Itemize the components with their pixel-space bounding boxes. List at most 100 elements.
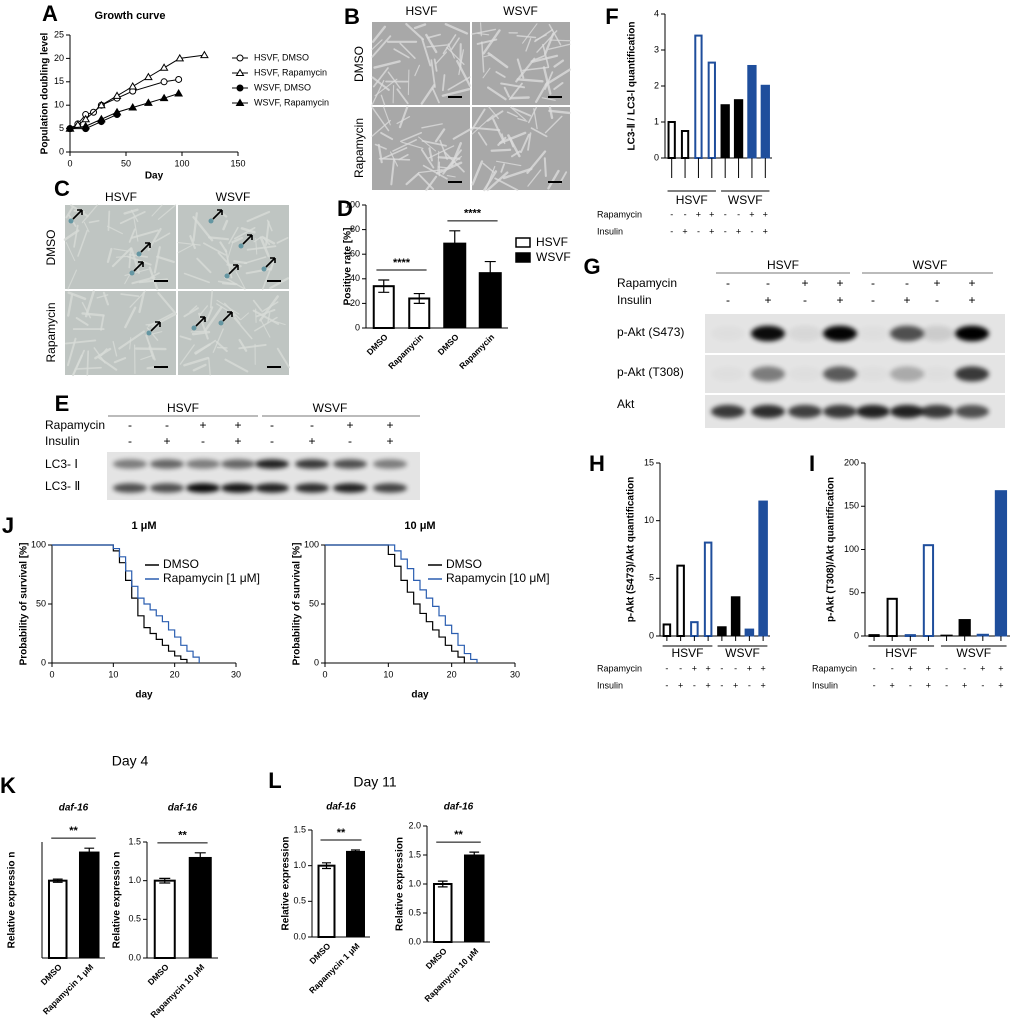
cell: [74, 366, 102, 370]
cell: [533, 108, 538, 130]
y-axis-label: p-Akt (S473)/Akt quantification: [626, 477, 637, 623]
cell: [65, 205, 74, 219]
cell: [543, 32, 555, 56]
cell: [198, 312, 209, 340]
bar: [976, 633, 989, 637]
condition-mark: -: [720, 663, 723, 673]
cell: [488, 106, 499, 120]
legend-marker: [235, 68, 245, 76]
condition-label: Rapamycin: [45, 418, 105, 432]
panel-letter: F: [605, 4, 618, 29]
chart-title: 1 μM: [131, 520, 156, 532]
cell: [490, 148, 512, 152]
cell: [67, 269, 78, 290]
marker: [128, 103, 138, 111]
cell: [204, 306, 223, 332]
cell: [157, 204, 177, 220]
band: [255, 483, 289, 493]
cell: [183, 307, 199, 318]
legend-marker: [236, 84, 244, 92]
cell: [238, 343, 267, 350]
cell: [276, 236, 289, 244]
y-tick-label: 0.0: [128, 952, 141, 962]
cell: [439, 139, 448, 160]
y-tick-label: 0.0: [408, 936, 421, 946]
cell: [477, 131, 488, 146]
x-tick-label: DMSO: [146, 962, 171, 987]
arrow: [228, 264, 239, 275]
significance-label: **: [178, 830, 187, 842]
condition-mark: +: [696, 209, 701, 219]
cell: [547, 169, 560, 190]
cell: [146, 327, 159, 341]
cell: [531, 54, 559, 63]
cell: [192, 215, 214, 242]
significance-label: **: [69, 825, 78, 837]
cell: [123, 208, 139, 215]
cell: [446, 175, 456, 178]
cell: [209, 290, 214, 309]
cell: [543, 157, 547, 177]
cell: [179, 344, 195, 365]
series-line: [70, 114, 118, 130]
cell: [194, 343, 211, 355]
y-tick-label: 0: [854, 630, 859, 640]
column-label: WSVF: [503, 4, 538, 18]
arrow: [222, 311, 233, 322]
row-label: DMSO: [44, 230, 58, 266]
band: [373, 459, 407, 469]
significance-label: ****: [464, 208, 482, 220]
panel-letter: B: [344, 4, 360, 29]
marker: [175, 53, 185, 62]
x-tick-label: DMSO: [39, 962, 64, 987]
x-tick-label: 50: [121, 158, 131, 168]
cell: [477, 32, 490, 36]
y-tick-label: 0: [654, 152, 659, 162]
error-bar: [194, 852, 206, 863]
condition-mark: +: [308, 434, 315, 448]
x-tick-label: DMSO: [424, 946, 449, 971]
cell: [191, 330, 211, 336]
cell: [131, 276, 156, 285]
band: [856, 366, 890, 381]
cell: [124, 274, 131, 285]
bar: [676, 564, 685, 637]
cell: [392, 139, 418, 152]
marker: [160, 78, 168, 86]
cell: [124, 306, 137, 329]
cell: [420, 148, 435, 169]
condition-mark: +: [903, 293, 910, 307]
condition-mark: +: [199, 418, 206, 432]
x-tick-label: 0: [322, 669, 327, 679]
band: [113, 483, 147, 493]
y-tick-label: 3: [654, 44, 659, 54]
y-tick-label: 1: [654, 116, 659, 126]
condition-mark: +: [962, 680, 967, 690]
y-tick-label: 20: [350, 298, 360, 308]
cell: [509, 96, 530, 100]
condition-label: Insulin: [617, 293, 652, 307]
cell: [243, 256, 267, 265]
bar: [868, 634, 880, 638]
cell: [471, 114, 494, 135]
band: [373, 483, 407, 493]
y-tick-label: 1.0: [293, 860, 306, 870]
cell: [525, 38, 532, 52]
band: [255, 459, 289, 469]
condition-mark: +: [692, 663, 697, 673]
marker: [144, 98, 153, 106]
cell: [506, 111, 518, 118]
column-label: WSVF: [216, 190, 251, 204]
cell: [255, 237, 258, 255]
y-axis-label: p-Akt (T308)/Akt quantification: [826, 477, 837, 622]
cell: [516, 35, 537, 39]
x-axis-label: day: [135, 690, 153, 701]
condition-mark: -: [720, 680, 723, 690]
chart-title: daf-16: [59, 803, 89, 814]
cell: [113, 248, 129, 252]
condition-mark: +: [234, 418, 241, 432]
cell: [405, 22, 425, 41]
bar: [690, 621, 699, 637]
condition-label: Insulin: [812, 680, 838, 690]
